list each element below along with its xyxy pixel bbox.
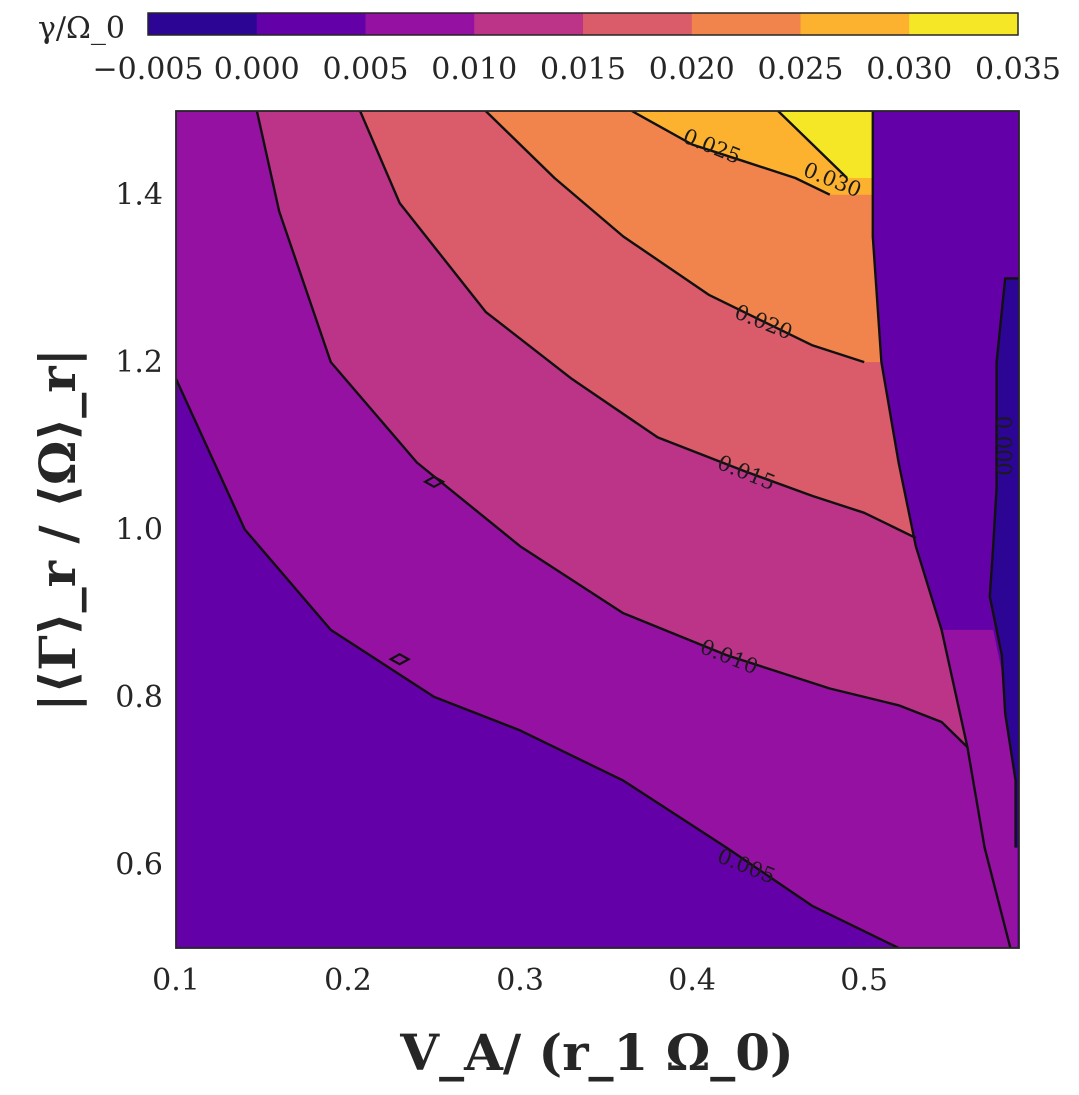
colorbar-tick-label: 0.005: [323, 52, 409, 87]
y-tick-label: 0.8: [115, 680, 163, 715]
colorbar-tick-label: 0.000: [214, 52, 300, 87]
colorbar-tick-label: 0.010: [431, 52, 517, 87]
contour-island: [422, 475, 446, 489]
colorbar-title: γ/Ω_0: [38, 11, 125, 46]
colorbar-block: [909, 13, 1019, 35]
plot-frame: [175, 110, 1020, 949]
y-tick-label: 1.4: [115, 178, 163, 213]
colorbar-block: [256, 13, 366, 35]
colorbar-tick-label: 0.025: [758, 52, 844, 87]
x-tick-label: 0.5: [840, 963, 888, 998]
contour-island: [388, 652, 411, 666]
x-tick-label: 0.4: [668, 963, 716, 998]
contour-line: [484, 111, 865, 364]
colorbar-block: [800, 13, 910, 35]
contour-line: [871, 111, 1012, 948]
contour-line: [988, 277, 1019, 848]
y-axis-ticks: 0.6 0.8 1.0 1.2 1.4: [115, 178, 163, 883]
y-axis-title: |⟨Γ⟩_r / ⟨Ω⟩_r|: [28, 348, 88, 712]
colorbar-frame: [147, 12, 1019, 36]
x-axis-title: V_A/ (r_1 Ω_0): [399, 1023, 793, 1082]
contour-line: [777, 111, 848, 179]
y-tick-label: 1.0: [115, 513, 163, 548]
colorbar-block: [583, 13, 693, 35]
colorbar-tick-label: 0.015: [540, 52, 626, 87]
contour-line: [631, 111, 831, 196]
region-level-negative-lower: [941, 629, 1018, 948]
y-tick-label: 1.2: [115, 345, 163, 380]
colorbar-block: [691, 13, 801, 35]
contour-label: 0.000: [992, 416, 1016, 476]
colorbar: γ/Ω_0 −0.005 0.000 0.005 0.010 0.015 0.020 0.0…: [38, 11, 1061, 87]
x-tick-label: 0.2: [324, 963, 372, 998]
colorbar-block: [365, 13, 475, 35]
contour-line: [358, 111, 917, 539]
y-tick-label: 0.6: [115, 847, 163, 882]
x-tick-label: 0.3: [496, 963, 544, 998]
colorbar-block: [474, 13, 584, 35]
colorbar-tick-label: −0.005: [92, 52, 203, 87]
contour-lines: [176, 111, 1019, 948]
colorbar-tick-labels: −0.005 0.000 0.005 0.010 0.015 0.020 0.025 0.03…: [92, 52, 1060, 87]
x-tick-label: 0.1: [152, 963, 200, 998]
colorbar-tick-label: 0.035: [975, 52, 1061, 87]
colorbar-tick-label: 0.030: [866, 52, 952, 87]
contour-line: [176, 378, 900, 948]
colorbar-blocks: [148, 13, 1019, 35]
colorbar-tick-label: 0.020: [649, 52, 735, 87]
x-axis-ticks: 0.1 0.2 0.3 0.4 0.5: [152, 963, 888, 998]
contour-line: [255, 111, 969, 748]
colorbar-block: [148, 13, 258, 35]
